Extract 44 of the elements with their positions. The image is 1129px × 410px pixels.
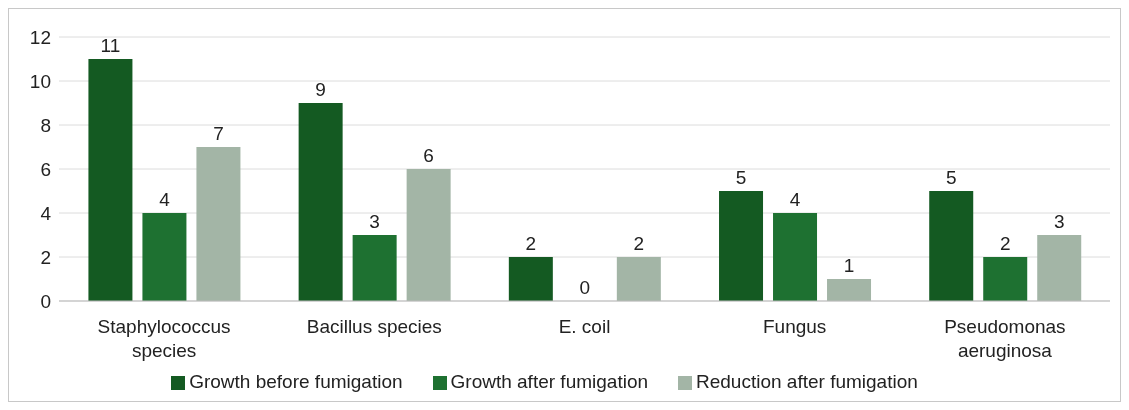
x-tick-label: E. coil [558, 316, 611, 337]
y-tick-label: 10 [29, 70, 51, 92]
bar [142, 213, 187, 301]
data-label: 2 [999, 233, 1011, 254]
bar [406, 169, 451, 301]
data-label: 3 [369, 211, 380, 232]
bar [196, 147, 241, 301]
data-label: 2 [633, 233, 645, 254]
x-tick-label: Pseudomonas aeruginosa [944, 316, 1066, 361]
data-label: 0 [579, 277, 591, 298]
data-label: 11 [100, 35, 121, 56]
x-tick-label: Fungus [763, 316, 827, 337]
bar [352, 235, 397, 301]
bar [827, 279, 872, 301]
bar [616, 257, 661, 301]
x-tick-label: Staphylococcus species [97, 316, 231, 361]
bar [298, 103, 343, 301]
data-label: 6 [423, 145, 434, 166]
data-label: 2 [525, 233, 537, 254]
y-tick-label: 8 [40, 114, 51, 136]
bar [508, 257, 553, 301]
bar [983, 257, 1028, 301]
legend-label: Reduction after fumigation [696, 371, 918, 392]
data-label: 5 [945, 167, 957, 188]
data-label: 5 [735, 167, 747, 188]
data-label: 7 [213, 123, 224, 144]
legend-label: Growth after fumigation [450, 371, 649, 392]
data-label: 4 [789, 189, 801, 210]
y-tick-label: 6 [40, 158, 51, 180]
bar [773, 213, 818, 301]
bar [88, 59, 133, 301]
data-label: 4 [159, 189, 171, 210]
y-tick-label: 2 [40, 246, 51, 268]
y-tick-label: 4 [40, 202, 52, 224]
data-label: 9 [315, 79, 326, 100]
legend-label: Growth before fumigation [189, 371, 403, 392]
y-tick-label: 0 [40, 290, 51, 312]
bar [719, 191, 764, 301]
bar [1037, 235, 1082, 301]
data-label: 3 [1053, 211, 1065, 232]
bar [929, 191, 974, 301]
y-tick-label: 12 [29, 26, 51, 48]
data-label: 1 [843, 255, 855, 276]
x-tick-label: Bacillus species [306, 316, 442, 337]
